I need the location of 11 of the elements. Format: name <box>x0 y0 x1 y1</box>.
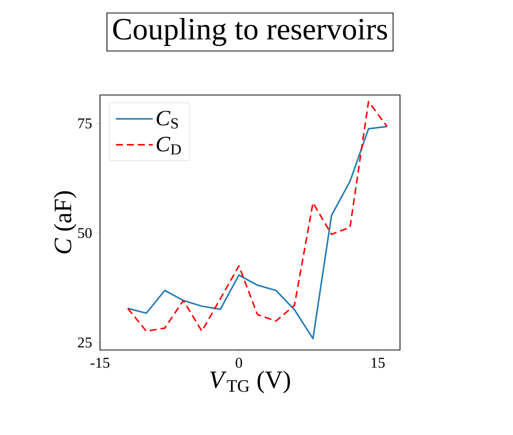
x-axis-title: V$_{TG}$ (V) <box>210 370 290 394</box>
x-tick-label: -15 <box>90 358 110 368</box>
y-tick-label: 75 <box>78 118 92 128</box>
legend-label: C$_{S}$ <box>156 110 178 129</box>
y-axis-title: C (aF) <box>54 191 76 254</box>
legend-label: C$_{D}$ <box>156 136 181 154</box>
chart-title: Coupling to reservoirs <box>113 18 388 46</box>
y-tick-label: 25 <box>78 338 92 348</box>
x-tick-label: 15 <box>372 358 385 368</box>
y-tick-label: 50 <box>78 228 92 238</box>
x-tick-label: 0 <box>236 358 242 368</box>
